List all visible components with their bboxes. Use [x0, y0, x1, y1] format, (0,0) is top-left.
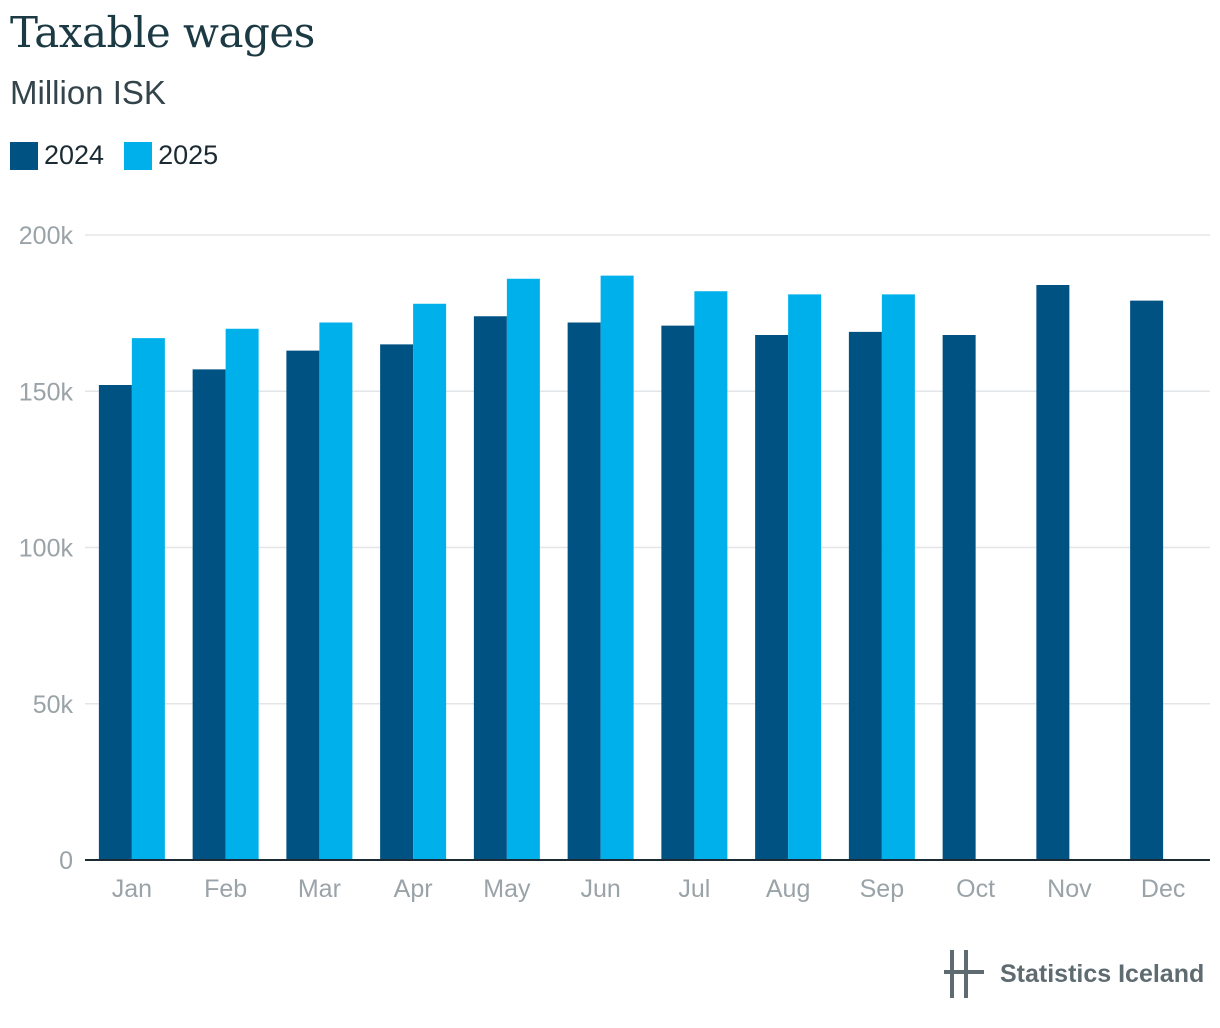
legend-label-2025: 2025 [158, 140, 219, 170]
x-tick-label: Jan [112, 875, 152, 903]
logo-text: Statistics Iceland [1000, 959, 1205, 988]
x-tick-label: Aug [766, 875, 810, 903]
bar-2024-may[interactable] [473, 316, 507, 860]
legend-item-2025[interactable]: 2025 [124, 140, 218, 171]
bar-2025-feb[interactable] [225, 328, 259, 860]
bar-2025-aug[interactable] [788, 294, 822, 860]
bar-2024-jun[interactable] [567, 322, 601, 861]
y-tick-label: 150k [19, 378, 74, 406]
logo: Statistics Iceland [944, 948, 1204, 1000]
bar-2025-sep[interactable] [881, 294, 915, 860]
chart-subtitle: Million ISK [10, 74, 166, 111]
bar-2024-nov[interactable] [1036, 285, 1070, 860]
bar-2024-jul[interactable] [661, 325, 695, 860]
legend-label-2024: 2024 [44, 140, 105, 170]
bar-2024-aug[interactable] [755, 335, 789, 860]
bar-2024-apr[interactable] [380, 344, 414, 860]
x-tick-label: Apr [394, 875, 433, 903]
bar-2024-sep[interactable] [848, 331, 882, 860]
x-tick-label: Sep [860, 875, 904, 903]
x-tick-label: Nov [1047, 875, 1092, 903]
y-tick-label: 200k [19, 222, 74, 250]
y-tick-label: 100k [19, 535, 74, 563]
legend: 2024 2025 [10, 140, 238, 171]
bar-2025-apr[interactable] [413, 303, 447, 860]
bar-2024-oct[interactable] [942, 335, 976, 860]
chart-title: Taxable wages [10, 8, 315, 57]
legend-swatch-2024 [10, 141, 38, 170]
y-tick-label: 50k [33, 691, 74, 719]
bar-2024-feb[interactable] [192, 369, 226, 860]
bar-2024-mar[interactable] [286, 350, 320, 860]
statistics-iceland-logo-icon [944, 950, 984, 998]
x-tick-label: Jul [678, 875, 710, 903]
bar-2025-may[interactable] [506, 278, 540, 860]
x-tick-label: Jun [580, 875, 620, 903]
bar-2025-jul[interactable] [694, 291, 728, 860]
y-tick-label: 0 [59, 847, 73, 875]
bar-2025-jun[interactable] [600, 275, 634, 860]
legend-item-2024[interactable]: 2024 [10, 140, 104, 171]
bar-2024-jan[interactable] [98, 385, 132, 860]
bar-2025-mar[interactable] [319, 322, 353, 861]
bar-2024-dec[interactable] [1130, 300, 1164, 860]
x-tick-label: May [483, 875, 531, 903]
bar-2025-jan[interactable] [131, 338, 165, 860]
x-tick-label: Oct [956, 875, 995, 903]
legend-swatch-2025 [124, 141, 153, 170]
x-tick-label: Dec [1141, 875, 1185, 903]
x-tick-label: Feb [204, 875, 247, 903]
x-tick-label: Mar [298, 875, 341, 903]
